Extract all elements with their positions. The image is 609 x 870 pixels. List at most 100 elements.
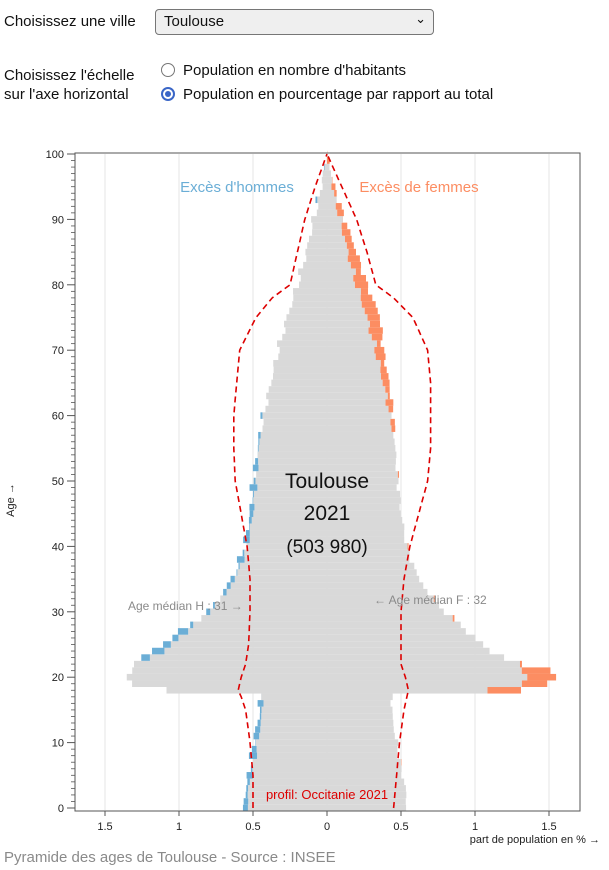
bar-common — [220, 595, 434, 602]
bar-common — [234, 575, 420, 583]
y-tick-label: 0 — [58, 803, 64, 815]
bar-excess-women — [334, 189, 337, 197]
bar-common — [273, 360, 381, 367]
bar-excess-men — [251, 745, 257, 753]
radio-option-count[interactable]: Population en nombre d'habitants — [161, 62, 406, 79]
median-men-label: Age médian H : 31 → — [128, 599, 243, 613]
radio-selected-icon[interactable] — [161, 87, 175, 101]
bar-common — [286, 314, 368, 321]
bar-excess-women — [346, 242, 354, 249]
x-tick-label: 1.5 — [541, 821, 556, 833]
bar-common — [303, 261, 351, 269]
scale-label-line1: Choisissez l'échelle — [4, 67, 135, 84]
bar-common — [257, 451, 397, 459]
bar-common — [260, 431, 394, 439]
bar-common — [201, 615, 453, 622]
bar-excess-men — [250, 765, 253, 773]
bar-excess-men — [152, 647, 165, 655]
bar-common — [259, 438, 395, 446]
radio-option-count-label: Population en nombre d'habitants — [183, 62, 407, 79]
bar-excess-women — [341, 222, 348, 230]
bar-excess-men — [226, 582, 231, 589]
bar-common — [324, 163, 330, 171]
bar-excess-men — [259, 713, 262, 720]
bar-excess-men — [246, 772, 253, 779]
bar-common — [258, 458, 396, 465]
bar-common — [226, 588, 428, 596]
bar-excess-men — [245, 791, 248, 799]
bar-common — [268, 399, 386, 406]
bar-excess-women — [487, 687, 522, 694]
bar-excess-women — [347, 255, 360, 262]
city-select[interactable]: Toulouse ⌄ — [155, 9, 434, 35]
bar-common — [260, 726, 394, 733]
bar-excess-women — [375, 353, 386, 361]
bar-excess-women — [381, 373, 389, 380]
bar-excess-men — [252, 464, 259, 472]
bar-excess-women — [364, 307, 378, 315]
bar-excess-women — [433, 595, 435, 602]
bar-common — [193, 621, 461, 629]
population-pyramid-chart: 1.5 1 0.5 0 0.5 1 1.5 0 10 20 30 40 50 60 70 80 90 100 Ag… — [5, 149, 600, 845]
bar-common — [237, 569, 417, 576]
bar-excess-women — [368, 327, 383, 334]
bar-excess-men — [258, 438, 260, 446]
bar-common — [305, 248, 349, 256]
bar-common — [178, 634, 476, 642]
bar-common — [263, 700, 391, 707]
bar-excess-men — [242, 804, 248, 812]
center-title: Toulouse — [285, 470, 369, 493]
y-tick-label: 20 — [52, 672, 64, 684]
bar-excess-women — [521, 667, 551, 674]
bar-excess-women — [380, 360, 385, 367]
bar-excess-women — [382, 379, 390, 387]
bar-common — [251, 516, 403, 524]
bar-excess-men — [223, 588, 227, 596]
bar-excess-men — [315, 196, 318, 204]
bar-excess-men — [249, 523, 250, 531]
bar-excess-women — [527, 673, 557, 681]
bar-common — [311, 216, 343, 223]
bar-common — [299, 281, 355, 289]
y-tick-label: 90 — [52, 214, 64, 226]
bar-common — [265, 405, 389, 413]
bar-excess-men — [260, 412, 263, 419]
radio-unselected-icon[interactable] — [161, 63, 175, 77]
bar-excess-women — [407, 543, 409, 550]
bar-common — [255, 739, 399, 746]
bar-excess-men — [249, 484, 258, 491]
bar-common — [262, 412, 392, 419]
y-tick-label: 70 — [52, 345, 64, 357]
bar-excess-women — [361, 301, 376, 308]
bar-common — [272, 373, 382, 380]
bar-common — [259, 732, 395, 740]
bar-common — [149, 654, 505, 661]
bar-common — [317, 196, 337, 204]
bar-excess-women — [331, 183, 336, 190]
bar-excess-men — [163, 641, 171, 648]
bar-common — [263, 418, 391, 426]
bar-common — [244, 549, 410, 557]
bar-common — [249, 536, 405, 544]
bar-common — [285, 327, 369, 334]
radio-option-percent[interactable]: Population en pourcentage par rapport au… — [161, 86, 493, 103]
legend-men: Excès d'hommes — [180, 179, 294, 196]
bar-common — [258, 464, 396, 472]
bar-common — [247, 791, 407, 799]
x-axis-label: part de population en % → — [470, 834, 600, 845]
bar-common — [256, 471, 398, 478]
bar-common — [271, 379, 383, 387]
bar-excess-women — [367, 314, 380, 321]
y-axis-label: Age → — [5, 483, 17, 517]
bar-common — [277, 340, 377, 347]
y-tick-label: 50 — [52, 476, 64, 488]
bar-common — [246, 543, 408, 550]
bar-excess-women — [354, 281, 369, 289]
bar-common — [244, 556, 410, 563]
bar-excess-men — [236, 569, 238, 576]
bar-excess-men — [253, 477, 256, 485]
radio-option-percent-label: Population en pourcentage par rapport au… — [183, 86, 494, 103]
bar-excess-men — [242, 549, 245, 557]
x-tick-label: 1.5 — [97, 821, 112, 833]
bar-excess-men — [247, 778, 250, 786]
